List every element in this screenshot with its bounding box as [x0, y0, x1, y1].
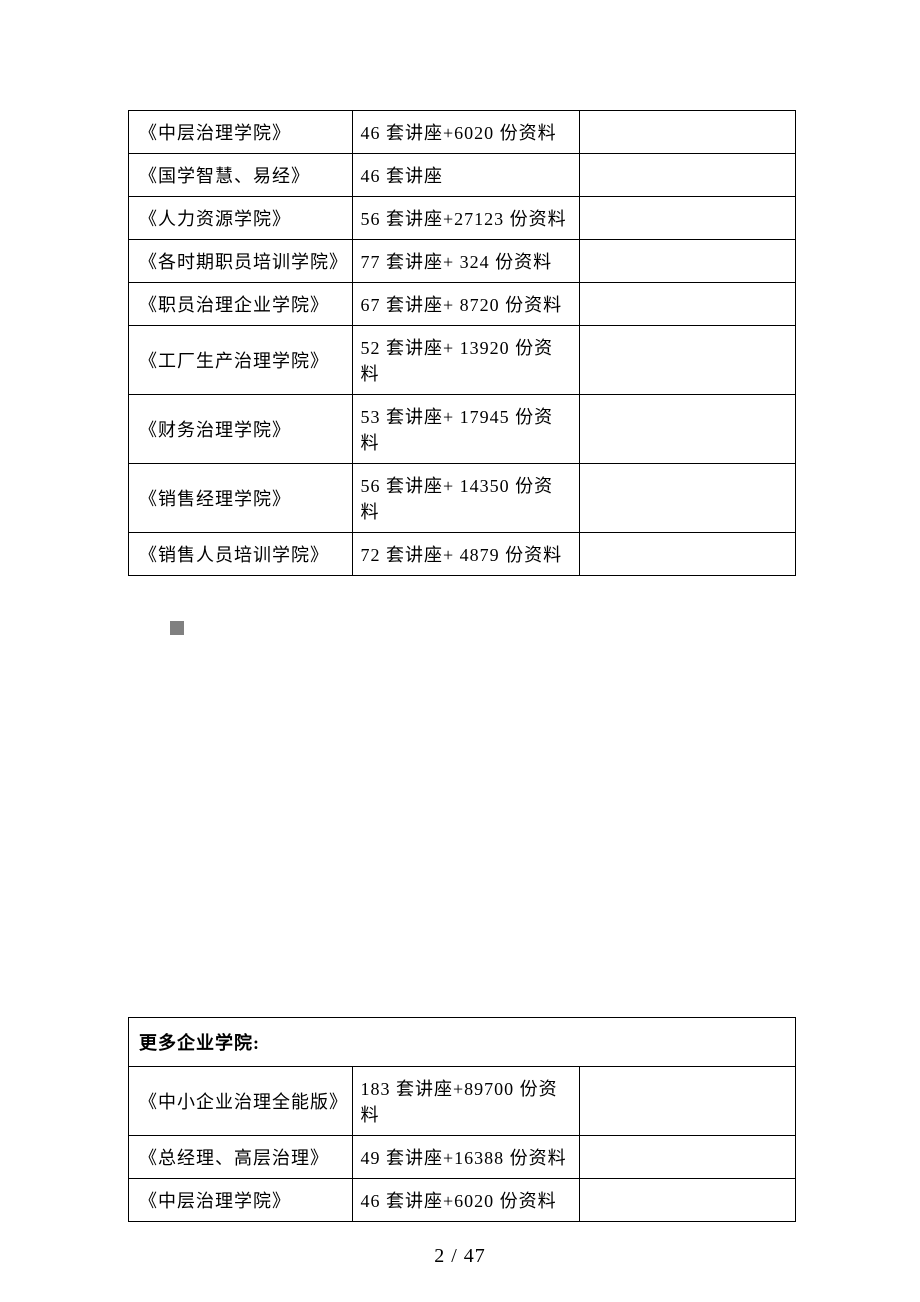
empty-cell — [579, 1067, 795, 1136]
empty-cell — [579, 240, 795, 283]
course-content-cell: 56 套讲座+ 14350 份资料 — [352, 464, 579, 533]
empty-cell — [579, 395, 795, 464]
course-table-bottom: 更多企业学院: 《中小企业治理全能版》 183 套讲座+89700 份资料 《总… — [128, 1017, 796, 1222]
table-row: 《财务治理学院》 53 套讲座+ 17945 份资料 — [129, 395, 796, 464]
table-row: 《职员治理企业学院》 67 套讲座+ 8720 份资料 — [129, 283, 796, 326]
course-name-cell: 《总经理、高层治理》 — [129, 1136, 353, 1179]
course-name-cell: 《各时期职员培训学院》 — [129, 240, 353, 283]
table-row: 《工厂生产治理学院》 52 套讲座+ 13920 份资料 — [129, 326, 796, 395]
table-row: 《销售经理学院》 56 套讲座+ 14350 份资料 — [129, 464, 796, 533]
course-name-cell: 《财务治理学院》 — [129, 395, 353, 464]
course-content-cell: 49 套讲座+16388 份资料 — [352, 1136, 579, 1179]
course-content-cell: 46 套讲座+6020 份资料 — [352, 1179, 579, 1222]
course-name-cell: 《人力资源学院》 — [129, 197, 353, 240]
table-row: 《中层治理学院》 46 套讲座+6020 份资料 — [129, 1179, 796, 1222]
table-row: 《人力资源学院》 56 套讲座+27123 份资料 — [129, 197, 796, 240]
table-row: 《销售人员培训学院》 72 套讲座+ 4879 份资料 — [129, 533, 796, 576]
table-row: 《中小企业治理全能版》 183 套讲座+89700 份资料 — [129, 1067, 796, 1136]
course-content-cell: 53 套讲座+ 17945 份资料 — [352, 395, 579, 464]
bullet-marker-icon — [170, 621, 184, 635]
document-page: 《中层治理学院》 46 套讲座+6020 份资料 《国学智慧、易经》 46 套讲… — [0, 0, 920, 1302]
table-row: 《中层治理学院》 46 套讲座+6020 份资料 — [129, 111, 796, 154]
empty-cell — [579, 1136, 795, 1179]
empty-cell — [579, 1179, 795, 1222]
course-name-cell: 《销售经理学院》 — [129, 464, 353, 533]
course-name-cell: 《国学智慧、易经》 — [129, 154, 353, 197]
empty-cell — [579, 154, 795, 197]
section-heading: 更多企业学院: — [129, 1018, 796, 1067]
course-content-cell: 52 套讲座+ 13920 份资料 — [352, 326, 579, 395]
course-content-cell: 56 套讲座+27123 份资料 — [352, 197, 579, 240]
page-number: 2 / 47 — [0, 1245, 920, 1268]
table-row: 《总经理、高层治理》 49 套讲座+16388 份资料 — [129, 1136, 796, 1179]
empty-cell — [579, 464, 795, 533]
course-name-cell: 《中层治理学院》 — [129, 1179, 353, 1222]
course-table-top: 《中层治理学院》 46 套讲座+6020 份资料 《国学智慧、易经》 46 套讲… — [128, 110, 796, 576]
course-name-cell: 《中层治理学院》 — [129, 111, 353, 154]
course-name-cell: 《职员治理企业学院》 — [129, 283, 353, 326]
empty-cell — [579, 533, 795, 576]
course-content-cell: 46 套讲座+6020 份资料 — [352, 111, 579, 154]
course-content-cell: 77 套讲座+ 324 份资料 — [352, 240, 579, 283]
course-content-cell: 67 套讲座+ 8720 份资料 — [352, 283, 579, 326]
course-name-cell: 《中小企业治理全能版》 — [129, 1067, 353, 1136]
course-content-cell: 46 套讲座 — [352, 154, 579, 197]
course-content-cell: 72 套讲座+ 4879 份资料 — [352, 533, 579, 576]
empty-cell — [579, 111, 795, 154]
empty-cell — [579, 283, 795, 326]
course-content-cell: 183 套讲座+89700 份资料 — [352, 1067, 579, 1136]
empty-cell — [579, 326, 795, 395]
course-name-cell: 《工厂生产治理学院》 — [129, 326, 353, 395]
course-name-cell: 《销售人员培训学院》 — [129, 533, 353, 576]
empty-cell — [579, 197, 795, 240]
table-row: 《各时期职员培训学院》 77 套讲座+ 324 份资料 — [129, 240, 796, 283]
table-row: 《国学智慧、易经》 46 套讲座 — [129, 154, 796, 197]
table-heading-row: 更多企业学院: — [129, 1018, 796, 1067]
